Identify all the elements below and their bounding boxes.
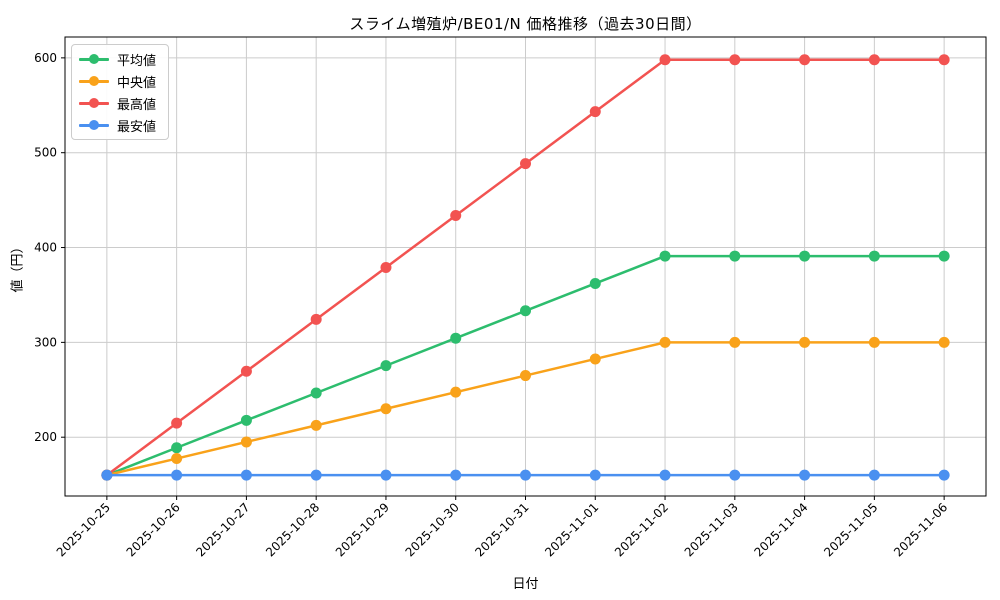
series-1-point bbox=[380, 403, 392, 415]
series-0-point bbox=[938, 250, 950, 262]
series-0-point bbox=[589, 277, 601, 289]
series-3-point bbox=[171, 469, 183, 481]
legend-label-average: 平均値 bbox=[117, 53, 157, 69]
series-3-point bbox=[310, 469, 322, 481]
series-3-point bbox=[729, 469, 741, 481]
series-2-point bbox=[520, 158, 531, 170]
series-3-point bbox=[659, 469, 671, 481]
legend-label-median: 中央値 bbox=[117, 75, 157, 91]
series-2-point bbox=[938, 54, 950, 66]
legend: 平均値 中央値 最高値 最安値 bbox=[71, 44, 170, 140]
x-tick-label: 2025-10-31 bbox=[472, 500, 531, 559]
series-1-point bbox=[310, 419, 322, 431]
legend-label-highest: 最高値 bbox=[117, 97, 157, 113]
legend-item-average: 平均値 bbox=[79, 48, 156, 70]
y-tick-label: 500 bbox=[34, 146, 57, 160]
legend-item-median: 中央値 bbox=[79, 70, 156, 92]
x-tick-label: 2025-11-06 bbox=[891, 500, 950, 559]
series-3-point bbox=[520, 469, 531, 481]
y-tick-label: 300 bbox=[34, 335, 57, 349]
series-0-point bbox=[659, 250, 671, 262]
series-3-point bbox=[380, 469, 392, 481]
series-3-point bbox=[589, 469, 601, 481]
series-1-point bbox=[589, 353, 601, 365]
series-0-point bbox=[520, 305, 531, 317]
highest-line-marker-icon bbox=[79, 98, 109, 108]
series-3-point bbox=[799, 469, 811, 481]
x-tick-label: 2025-11-02 bbox=[612, 500, 671, 559]
series-1-point bbox=[171, 453, 183, 465]
series-3-point bbox=[101, 469, 113, 481]
series-1-point bbox=[520, 370, 531, 382]
series-2-point bbox=[310, 313, 322, 325]
series-0-point bbox=[450, 332, 462, 344]
lowest-line-marker-icon bbox=[79, 120, 109, 130]
y-tick-label: 200 bbox=[34, 430, 57, 444]
x-tick-label: 2025-11-03 bbox=[682, 500, 741, 559]
series-2-point bbox=[868, 54, 880, 66]
legend-label-lowest: 最安値 bbox=[117, 119, 157, 135]
series-3-point bbox=[938, 469, 950, 481]
series-2-point bbox=[240, 365, 252, 377]
series-0-point bbox=[171, 442, 183, 454]
chart-title: スライム増殖炉/BE01/N 価格推移（過去30日間） bbox=[349, 15, 702, 33]
series-3-point bbox=[868, 469, 880, 481]
y-tick-label: 400 bbox=[34, 241, 57, 255]
x-tick-label: 2025-11-01 bbox=[542, 500, 601, 559]
series-0-point bbox=[310, 387, 322, 399]
x-tick-label: 2025-10-28 bbox=[263, 500, 322, 559]
median-line-marker-icon bbox=[79, 76, 109, 86]
series-2-point bbox=[589, 106, 601, 118]
series-3-point bbox=[450, 469, 462, 481]
legend-item-highest: 最高値 bbox=[79, 92, 156, 114]
legend-item-lowest: 最安値 bbox=[79, 114, 156, 136]
series-3-point bbox=[240, 469, 252, 481]
series-1-point bbox=[868, 336, 880, 348]
y-tick-label: 600 bbox=[34, 51, 57, 65]
series-2-point bbox=[799, 54, 811, 66]
average-line-marker-icon bbox=[79, 54, 109, 64]
x-tick-label: 2025-11-05 bbox=[821, 500, 880, 559]
series-1-point bbox=[799, 336, 811, 348]
series-2-point bbox=[380, 261, 392, 273]
series-1-point bbox=[659, 336, 671, 348]
series-0-point bbox=[868, 250, 880, 262]
series-1-point bbox=[450, 386, 462, 398]
series-2-point bbox=[659, 54, 671, 66]
x-tick-label: 2025-10-29 bbox=[333, 500, 392, 559]
series-0-point bbox=[729, 250, 741, 262]
x-axis-label: 日付 bbox=[512, 577, 539, 592]
series-2-point bbox=[450, 209, 462, 221]
y-axis-label: 値（円） bbox=[10, 240, 26, 293]
x-tick-label: 2025-10-27 bbox=[193, 500, 252, 559]
x-tick-label: 2025-11-04 bbox=[751, 500, 810, 559]
series-1-point bbox=[240, 436, 252, 448]
series-2-point bbox=[171, 417, 183, 429]
series-0-point bbox=[380, 360, 392, 372]
series-1-point bbox=[729, 336, 741, 348]
series-2-point bbox=[729, 54, 741, 66]
x-tick-label: 2025-10-25 bbox=[54, 500, 113, 559]
series-1-point bbox=[938, 336, 950, 348]
series-0-point bbox=[240, 414, 252, 426]
x-tick-label: 2025-10-26 bbox=[124, 500, 183, 559]
x-tick-label: 2025-10-30 bbox=[403, 500, 462, 559]
series-0-point bbox=[799, 250, 811, 262]
